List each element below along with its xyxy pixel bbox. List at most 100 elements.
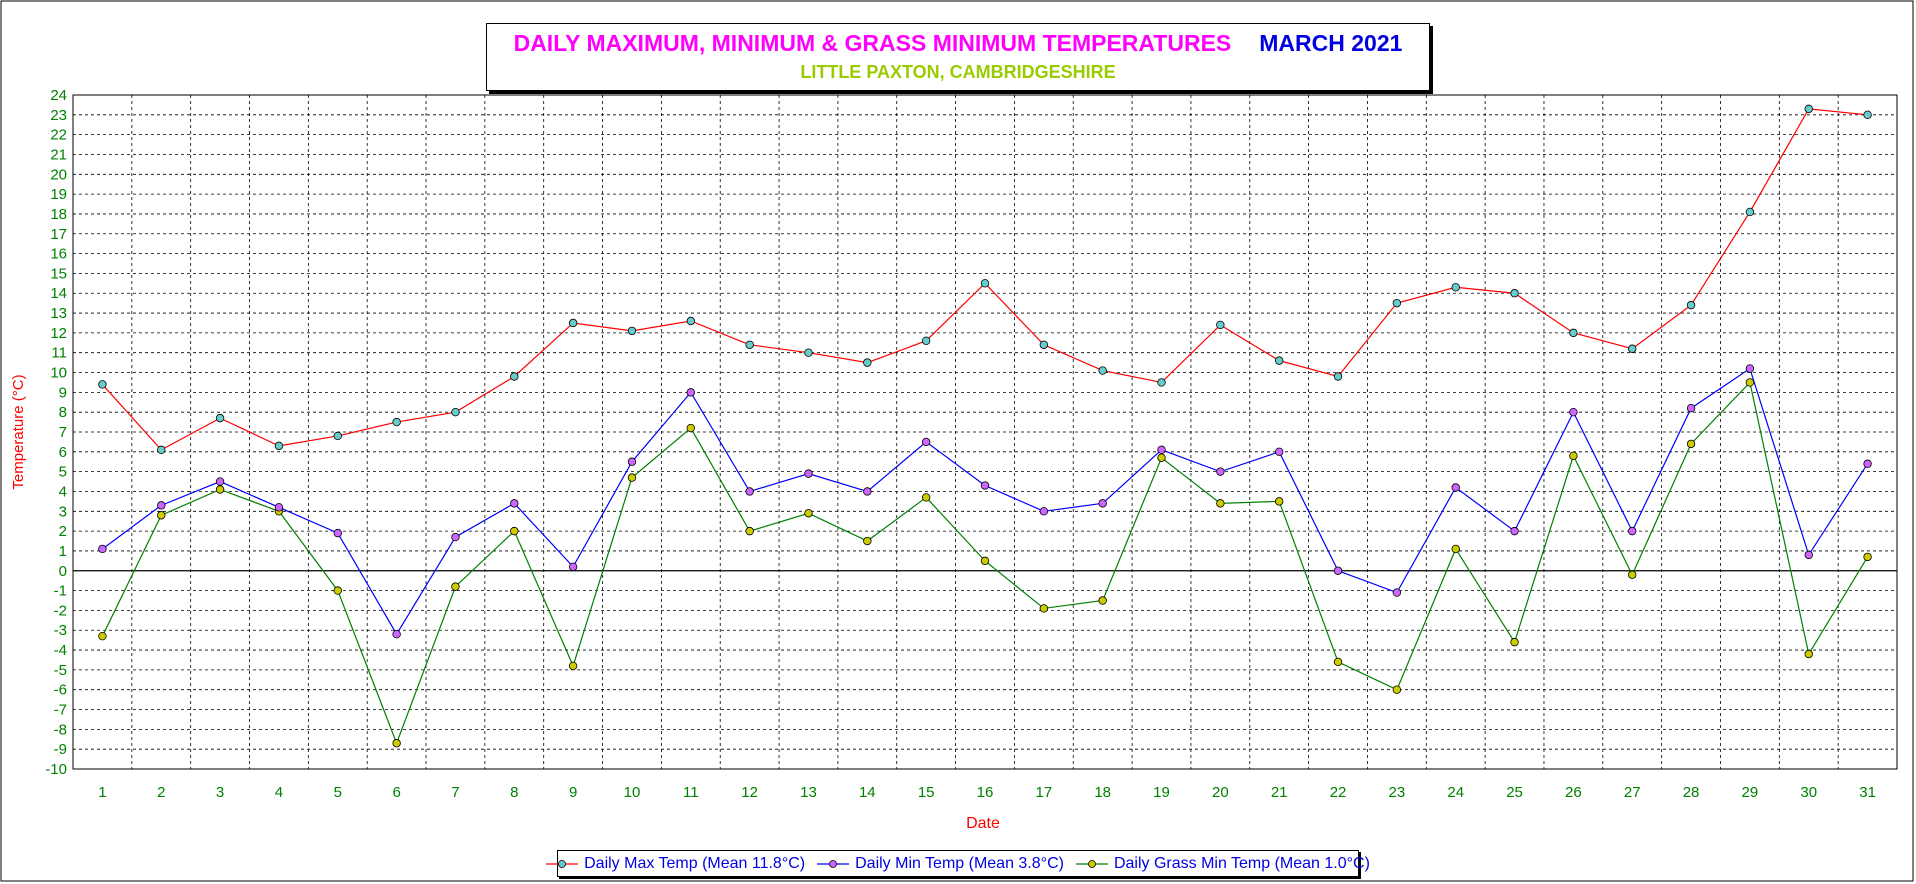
y-tick-label: -10 bbox=[45, 761, 67, 778]
x-axis-title: Date bbox=[966, 815, 1000, 832]
chart-subtitle: LITTLE PAXTON, CAMBRIDGESHIRE bbox=[800, 62, 1116, 82]
data-point-grass bbox=[451, 582, 460, 591]
y-tick-label: 3 bbox=[59, 503, 67, 520]
x-tick-label: 22 bbox=[1330, 784, 1347, 801]
y-tick-label: -6 bbox=[54, 682, 67, 699]
x-tick-label: 12 bbox=[741, 784, 758, 801]
x-tick-label: 16 bbox=[977, 784, 994, 801]
data-point-grass bbox=[921, 493, 931, 502]
data-point-min bbox=[1157, 445, 1166, 455]
data-point-grass bbox=[1804, 649, 1813, 659]
data-point-grass bbox=[863, 536, 872, 546]
y-tick-label: 23 bbox=[50, 107, 67, 124]
data-point-min bbox=[980, 481, 990, 490]
data-point-max bbox=[1392, 298, 1402, 308]
chart-legend: Daily Max Temp (Mean 11.8°C) Daily Min T… bbox=[546, 850, 1370, 877]
data-point-grass bbox=[1745, 378, 1755, 387]
data-point-max bbox=[804, 348, 813, 357]
chart-month: MARCH 2021 bbox=[1259, 30, 1403, 56]
data-point-max bbox=[980, 279, 990, 288]
data-point-grass bbox=[1157, 453, 1166, 462]
data-point-grass bbox=[215, 485, 225, 494]
x-tick-label: 26 bbox=[1565, 784, 1582, 801]
legend-label-grass: Daily Grass Min Temp (Mean 1.0°C) bbox=[1113, 854, 1370, 872]
y-tick-label: 12 bbox=[50, 325, 67, 342]
data-point-max bbox=[215, 413, 225, 423]
x-tick-label: 31 bbox=[1859, 784, 1876, 801]
data-point-grass bbox=[98, 631, 107, 641]
data-point-min bbox=[98, 544, 107, 554]
data-point-grass bbox=[1216, 499, 1225, 508]
x-tick-label: 15 bbox=[918, 784, 935, 801]
data-point-max bbox=[568, 318, 578, 328]
data-point-min bbox=[215, 477, 225, 486]
title-line: DAILY MAXIMUM, MINIMUM & GRASS MINIMUM T… bbox=[487, 30, 1429, 57]
x-tick-label: 17 bbox=[1035, 784, 1052, 801]
data-point-grass bbox=[1274, 497, 1284, 506]
data-point-max bbox=[1804, 104, 1813, 114]
chart-title-box: DAILY MAXIMUM, MINIMUM & GRASS MINIMUM T… bbox=[486, 23, 1430, 91]
y-tick-label: -2 bbox=[54, 602, 67, 619]
y-tick-label: 13 bbox=[50, 305, 67, 322]
data-point-max bbox=[510, 372, 519, 381]
x-tick-label: 24 bbox=[1447, 784, 1464, 801]
y-tick-label: 2 bbox=[59, 523, 67, 540]
data-point-grass bbox=[1628, 570, 1637, 579]
data-point-max bbox=[1510, 289, 1519, 298]
y-tick-label: 16 bbox=[50, 246, 67, 263]
legend-item-grass: Daily Grass Min Temp (Mean 1.0°C) bbox=[1075, 854, 1370, 873]
data-point-grass bbox=[1392, 685, 1402, 694]
data-point-max bbox=[1569, 328, 1578, 338]
data-point-max bbox=[1745, 207, 1755, 217]
data-point-grass bbox=[745, 526, 754, 536]
x-tick-label: 14 bbox=[859, 784, 876, 801]
y-tick-label: 14 bbox=[50, 285, 67, 302]
data-point-grass bbox=[510, 526, 519, 536]
y-tick-label: 7 bbox=[59, 424, 67, 441]
data-point-max bbox=[1451, 283, 1460, 292]
legend-item-max: Daily Max Temp (Mean 11.8°C) bbox=[546, 855, 805, 873]
y-tick-label: 24 bbox=[50, 87, 67, 104]
x-tick-label: 28 bbox=[1683, 784, 1700, 801]
y-tick-label: 22 bbox=[50, 127, 67, 144]
y-tick-label: -9 bbox=[54, 741, 67, 758]
data-point-max bbox=[333, 431, 342, 441]
y-tick-label: 17 bbox=[50, 226, 67, 243]
y-tick-label: -8 bbox=[54, 721, 67, 738]
legend-item-min: Daily Min Temp (Mean 3.8°C) bbox=[817, 855, 1064, 873]
data-point-max bbox=[1333, 372, 1343, 381]
data-point-max bbox=[1098, 366, 1107, 375]
data-point-min bbox=[1569, 407, 1578, 417]
data-point-max bbox=[745, 340, 754, 349]
y-tick-label: -5 bbox=[54, 662, 67, 679]
data-point-grass bbox=[568, 661, 578, 671]
data-point-min bbox=[157, 501, 166, 510]
data-point-min bbox=[451, 532, 460, 542]
data-point-max bbox=[392, 417, 401, 427]
data-point-grass bbox=[804, 509, 813, 518]
data-point-grass bbox=[1039, 604, 1049, 613]
data-point-max bbox=[1863, 110, 1872, 120]
data-point-max bbox=[863, 358, 872, 367]
data-point-max bbox=[98, 380, 107, 389]
x-tick-label: 27 bbox=[1624, 784, 1641, 801]
plot-area-border bbox=[72, 94, 1898, 770]
data-point-min bbox=[568, 562, 578, 571]
x-tick-label: 20 bbox=[1212, 784, 1229, 801]
y-tick-label: 10 bbox=[50, 365, 67, 382]
x-tick-label: 8 bbox=[510, 784, 518, 801]
data-point-max bbox=[1686, 300, 1696, 310]
x-tick-label: 10 bbox=[624, 784, 641, 801]
x-tick-label: 1 bbox=[98, 784, 106, 801]
y-tick-label: 9 bbox=[59, 384, 67, 401]
y-tick-label: 15 bbox=[50, 265, 67, 282]
data-point-grass bbox=[1863, 552, 1872, 562]
x-tick-label: 6 bbox=[392, 784, 400, 801]
data-point-grass bbox=[1510, 637, 1519, 647]
x-tick-label: 2 bbox=[157, 784, 165, 801]
x-tick-label: 5 bbox=[334, 784, 342, 801]
data-point-min bbox=[274, 503, 284, 512]
data-point-min bbox=[804, 469, 813, 478]
legend-swatch-grass bbox=[1075, 859, 1108, 868]
